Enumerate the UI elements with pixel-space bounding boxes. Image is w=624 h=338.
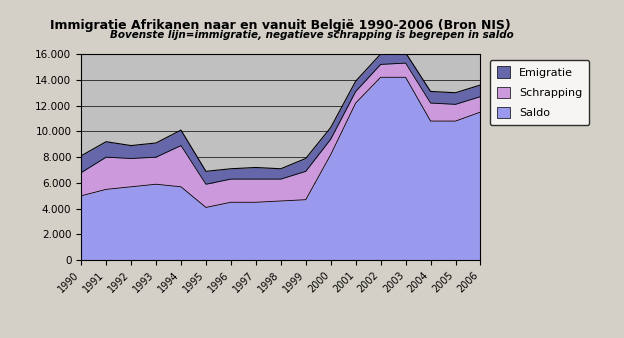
Legend: Emigratie, Schrapping, Saldo: Emigratie, Schrapping, Saldo — [490, 59, 589, 125]
Title: Immigratie Afrikanen naar en vanuit België 1990-2006 (Bron NIS): Immigratie Afrikanen naar en vanuit Belg… — [51, 19, 511, 32]
Text: Bovenste lijn=immigratie, negatieve schrapping is begrepen in saldo: Bovenste lijn=immigratie, negatieve schr… — [110, 30, 514, 41]
